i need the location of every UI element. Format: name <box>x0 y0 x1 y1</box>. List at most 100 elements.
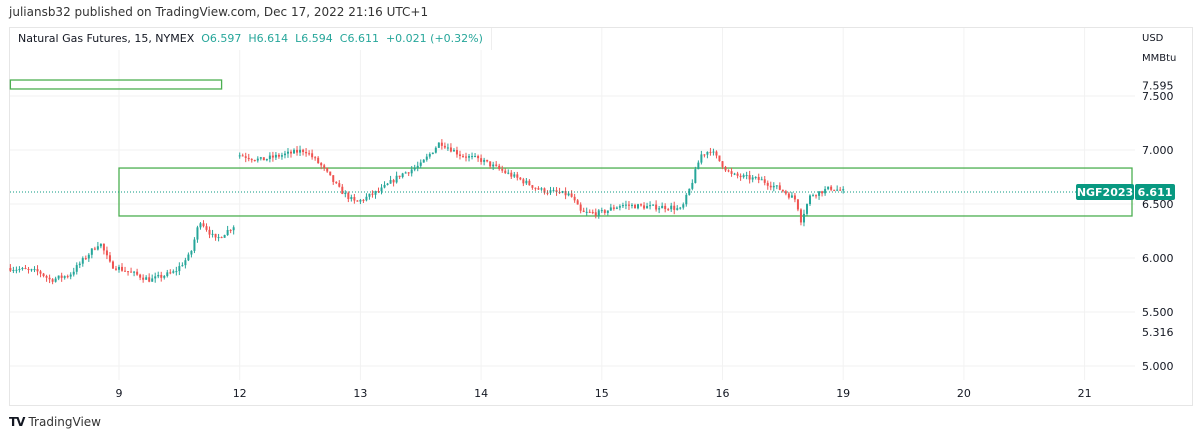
candle-body <box>148 277 151 282</box>
candle-body <box>471 156 474 158</box>
legend-low: L6.594 <box>295 32 333 45</box>
x-tick-label: 12 <box>233 387 247 400</box>
candle-body <box>21 267 24 270</box>
candle-body <box>827 186 830 190</box>
candle-body <box>486 159 489 162</box>
candle-body <box>36 269 39 272</box>
candle-body <box>139 274 142 278</box>
candle-body <box>498 165 501 170</box>
candle-body <box>81 258 84 264</box>
candle-body <box>211 233 214 235</box>
candle-body <box>289 151 292 154</box>
candle-body <box>691 182 694 189</box>
candle-body <box>742 175 745 178</box>
candle-body <box>244 156 247 158</box>
candle-body <box>606 210 609 213</box>
candle-body <box>646 206 649 209</box>
candle-body <box>259 157 262 159</box>
candle-body <box>510 172 513 177</box>
x-tick-label: 15 <box>595 387 609 400</box>
candle-body <box>12 270 15 272</box>
y-tick-label: 7.500 <box>1142 90 1174 103</box>
candle-body <box>440 142 443 146</box>
candle-body <box>588 211 591 213</box>
candle-body <box>323 165 326 168</box>
candle-body <box>317 157 320 164</box>
candle-body <box>443 145 446 148</box>
candle-body <box>724 166 727 171</box>
candle-body <box>283 153 286 156</box>
candle-body <box>217 237 220 239</box>
candle-body <box>247 157 250 160</box>
candle-body <box>730 171 733 174</box>
candle-body <box>582 210 585 212</box>
candle-body <box>226 230 229 236</box>
candle-body <box>830 186 833 190</box>
candle-body <box>564 191 567 196</box>
candle-body <box>585 211 588 213</box>
candle-body <box>229 230 232 232</box>
candle-body <box>271 155 274 158</box>
candle-body <box>250 159 253 161</box>
candle-body <box>434 147 437 153</box>
candle-body <box>121 266 124 271</box>
candle-body <box>169 272 172 274</box>
candle-body <box>374 191 377 195</box>
candle-body <box>618 206 621 208</box>
candle-body <box>305 151 308 154</box>
candle-body <box>772 185 775 188</box>
candle-body <box>114 268 117 270</box>
candle-body <box>594 212 597 216</box>
candle-body <box>501 169 504 171</box>
candle-body <box>63 276 66 278</box>
candle-body <box>516 174 519 178</box>
candle-body <box>262 157 265 161</box>
y-tick-label: 7.000 <box>1142 144 1174 157</box>
candle-body <box>18 269 21 271</box>
legend-symbol: Natural Gas Futures, 15, NYMEX <box>18 32 195 45</box>
candle-body <box>371 193 374 195</box>
candle-body <box>320 163 323 166</box>
candle-body <box>670 205 673 210</box>
candle-body <box>160 274 163 278</box>
candle-body <box>274 154 277 158</box>
candle-body <box>664 205 667 210</box>
chart-legend: Natural Gas Futures, 15, NYMEX O6.597 H6… <box>10 28 492 50</box>
candle-body <box>347 192 350 200</box>
candle-body <box>105 250 108 256</box>
y-tick-label: 6.000 <box>1142 252 1174 265</box>
candle-body <box>537 188 540 190</box>
x-tick-label: 20 <box>957 387 971 400</box>
candle-body <box>676 208 679 210</box>
candle-body <box>96 246 99 250</box>
candle-body <box>232 227 235 231</box>
candle-body <box>685 194 688 205</box>
candle-body <box>787 193 790 198</box>
candle-body <box>268 155 271 160</box>
candle-body <box>87 254 90 259</box>
candle-body <box>576 200 579 205</box>
x-tick-label: 14 <box>474 387 488 400</box>
candle-body <box>238 155 241 157</box>
support-resistance-zone[interactable] <box>9 79 223 90</box>
candle-body <box>630 204 633 206</box>
candle-body <box>199 223 202 228</box>
candle-body <box>751 177 754 180</box>
candle-body <box>57 275 60 279</box>
candle-body <box>51 279 54 282</box>
candle-body <box>419 162 422 166</box>
candle-body <box>609 207 612 211</box>
candle-body <box>314 157 317 159</box>
candle-body <box>492 164 495 167</box>
candle-body <box>534 187 537 189</box>
price-label: 5.316 <box>1142 326 1174 339</box>
candle-body <box>84 258 87 260</box>
candle-body <box>519 177 522 180</box>
candle-body <box>386 183 389 185</box>
candle-body <box>528 180 531 186</box>
candle-body <box>627 204 630 206</box>
candle-body <box>778 185 781 190</box>
candle-body <box>558 192 561 194</box>
candle-body <box>311 153 314 158</box>
